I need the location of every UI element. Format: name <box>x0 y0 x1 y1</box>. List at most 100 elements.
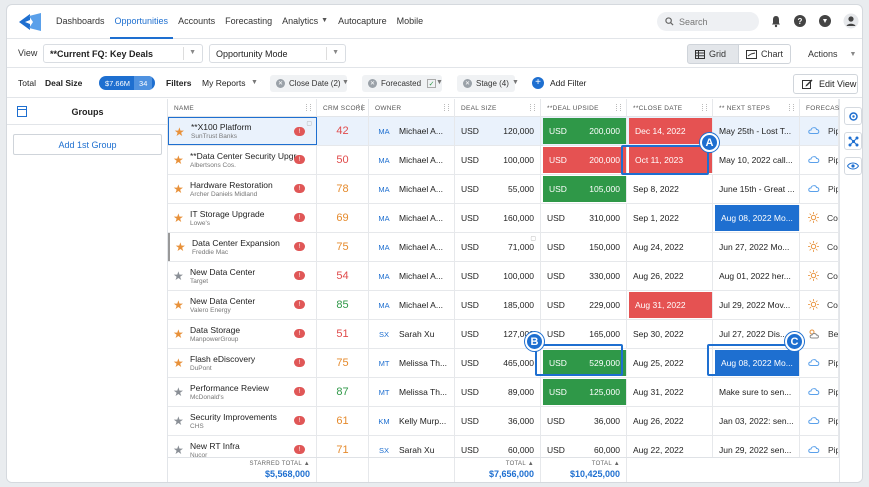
next-steps-cell[interactable]: Make sure to sen... <box>713 378 800 406</box>
next-steps-cell[interactable]: Jun 29, 2022 sen... <box>713 436 800 464</box>
close-date-cell[interactable]: Dec 14, 2022 <box>629 118 713 144</box>
forecast-cell[interactable]: Best <box>800 320 839 348</box>
checkbox-checked-icon[interactable]: ✓ <box>427 79 437 88</box>
deal-name-cell[interactable]: ★ Data Storage ManpowerGroup! <box>168 320 317 348</box>
column-header-deal-upside[interactable]: **DEAL UPSIDE <box>541 99 627 117</box>
star-icon[interactable]: ★ <box>173 153 184 167</box>
alert-icon[interactable]: ! <box>294 416 305 425</box>
table-row[interactable]: ★ IT Storage Upgrade Lowe's! 69 MA Michael A.… <box>168 204 839 233</box>
alert-icon[interactable]: ! <box>294 155 305 164</box>
deal-name-cell[interactable]: ★ New Data Center Valero Energy! <box>168 291 317 319</box>
forecast-cell[interactable]: Pipe <box>800 436 839 464</box>
table-row[interactable]: ★ New Data Center Valero Energy! 85 MA Michae… <box>168 291 839 320</box>
star-icon[interactable]: ★ <box>173 211 184 225</box>
deal-upside-cell[interactable]: USD 200,000 <box>543 118 627 144</box>
forecast-cell[interactable]: Pipe <box>800 349 839 377</box>
nav-link-autocapture[interactable]: Autocapture <box>333 5 392 39</box>
deal-name[interactable]: Data Storage <box>190 325 241 335</box>
add-group-button[interactable]: Add 1st Group <box>13 134 162 155</box>
column-drag-handle-icon[interactable] <box>616 104 621 111</box>
owner-cell[interactable]: MA Michael A... <box>369 146 455 174</box>
next-steps-cell[interactable]: June 15th - Great ... <box>713 175 800 203</box>
column-header-name[interactable]: NAME <box>168 99 317 117</box>
deal-upside-cell[interactable]: USD 125,000 <box>543 379 627 405</box>
table-row[interactable]: ★ Flash eDiscovery DuPont! 75 MT Melissa Th..… <box>168 349 839 378</box>
deal-size-cell[interactable]: USD 71,000 ▢ <box>455 233 541 261</box>
filter-chip-forecasted[interactable]: ✕ Forecasted ✓ <box>362 75 443 92</box>
deal-size-cell[interactable]: USD 185,000 <box>455 291 541 319</box>
deal-upside-cell[interactable]: USD 150,000 <box>541 233 627 261</box>
deal-size-cell[interactable]: USD 36,000 <box>455 407 541 435</box>
close-date-cell[interactable]: Sep 30, 2022 <box>627 320 713 348</box>
close-date-cell[interactable]: Sep 1, 2022 <box>627 204 713 232</box>
deal-upside-cell[interactable]: USD 60,000 <box>541 436 627 464</box>
column-drag-handle-icon[interactable] <box>306 104 311 111</box>
chevron-down-icon[interactable]: ▼ <box>251 79 258 86</box>
bell-icon[interactable] <box>769 14 783 28</box>
table-row[interactable]: ★ New Data Center Target! 54 MA Michael A... U… <box>168 262 839 291</box>
deal-name-cell[interactable]: ★ Flash eDiscovery DuPont! <box>168 349 317 377</box>
view-select[interactable]: **Current FQ: Key Deals ▼ <box>43 44 203 63</box>
close-date-cell[interactable]: Sep 8, 2022 <box>627 175 713 203</box>
forecast-cell[interactable]: Pipe <box>800 117 839 145</box>
star-icon[interactable]: ★ <box>175 240 186 254</box>
column-drag-handle-icon[interactable] <box>702 104 707 111</box>
deal-size-cell[interactable]: USD 100,000 <box>455 262 541 290</box>
owner-cell[interactable]: MT Melissa Th... <box>369 378 455 406</box>
owner-cell[interactable]: MA Michael A... <box>369 262 455 290</box>
table-row[interactable]: ★ **Data Center Security Upgr... Albertson… <box>168 146 839 175</box>
close-date-cell[interactable]: Aug 26, 2022 <box>627 407 713 435</box>
column-header-forecast[interactable]: FORECAST <box>800 99 839 117</box>
deal-size-cell[interactable]: USD 465,000 <box>455 349 541 377</box>
next-steps-cell[interactable]: May 10, 2022 call... <box>713 146 800 174</box>
deal-size-cell[interactable]: USD 89,000 <box>455 378 541 406</box>
star-icon[interactable]: ★ <box>173 356 184 370</box>
deal-name-cell[interactable]: ★ New RT Infra Nucor! <box>168 436 317 464</box>
next-steps-cell[interactable]: Jan 03, 2022: sen... <box>713 407 800 435</box>
deal-name-cell[interactable]: ★ IT Storage Upgrade Lowe's! <box>168 204 317 232</box>
table-row[interactable]: ★ Security Improvements CHS! 61 KM Kelly Murp… <box>168 407 839 436</box>
settings-button[interactable] <box>844 107 862 125</box>
star-icon[interactable]: ★ <box>173 443 184 457</box>
filter-chip-close-date[interactable]: ✕ Close Date (2) <box>270 75 347 92</box>
deal-name-cell[interactable]: ★ **X100 Platform SunTrust Banks! ▢ <box>168 117 317 145</box>
table-row[interactable]: ★ **X100 Platform SunTrust Banks! ▢ 42 MA Mich… <box>168 117 839 146</box>
close-date-cell[interactable]: Aug 25, 2022 <box>627 349 713 377</box>
close-date-cell[interactable]: Aug 31, 2022 <box>627 378 713 406</box>
alert-icon[interactable]: ! <box>294 358 305 367</box>
deal-name-cell[interactable]: ★ Performance Review McDonald's! <box>168 378 317 406</box>
deal-name[interactable]: IT Storage Upgrade <box>190 209 265 219</box>
next-steps-cell[interactable]: Aug 01, 2022 her... <box>713 262 800 290</box>
filter-chip-stage[interactable]: ✕ Stage (4) <box>457 75 515 92</box>
edit-view-button[interactable]: Edit View <box>793 74 858 94</box>
column-drag-handle-icon[interactable] <box>789 104 794 111</box>
column-header-crm-score[interactable]: CRM SCORE <box>317 99 369 117</box>
deal-size-cell[interactable]: USD 100,000 <box>455 146 541 174</box>
alert-icon[interactable]: ! <box>294 184 305 193</box>
forecast-cell[interactable]: Pipe <box>800 175 839 203</box>
star-icon[interactable]: ★ <box>173 269 184 283</box>
forecast-cell[interactable]: Pipe <box>800 378 839 406</box>
deal-upside-cell[interactable]: USD 105,000 <box>543 176 627 202</box>
deal-name[interactable]: Hardware Restoration <box>190 180 273 190</box>
alert-icon[interactable]: ! <box>294 329 305 338</box>
network-button[interactable] <box>844 132 862 150</box>
owner-cell[interactable]: SX Sarah Xu <box>369 320 455 348</box>
star-icon[interactable]: ★ <box>173 327 184 341</box>
deal-upside-cell[interactable]: USD 529,000 <box>543 350 627 376</box>
deal-upside-cell[interactable]: USD 330,000 <box>541 262 627 290</box>
nav-link-mobile[interactable]: Mobile <box>392 5 429 39</box>
my-reports-select[interactable]: My Reports <box>202 78 246 88</box>
deal-size-cell[interactable]: USD 55,000 <box>455 175 541 203</box>
add-filter-button[interactable]: + Add Filter <box>532 77 586 89</box>
forecast-cell[interactable]: Com <box>800 204 839 232</box>
alert-icon[interactable]: ! <box>294 242 305 251</box>
deal-name[interactable]: Data Center Expansion <box>192 238 280 248</box>
alert-icon[interactable]: ! <box>294 387 305 396</box>
help-icon[interactable]: ? <box>793 14 807 28</box>
star-icon[interactable]: ★ <box>173 298 184 312</box>
alert-icon[interactable]: ! <box>294 127 305 136</box>
deal-upside-cell[interactable]: USD 310,000 <box>541 204 627 232</box>
grid-view-button[interactable]: Grid <box>687 44 739 64</box>
alert-icon[interactable]: ! <box>294 300 305 309</box>
